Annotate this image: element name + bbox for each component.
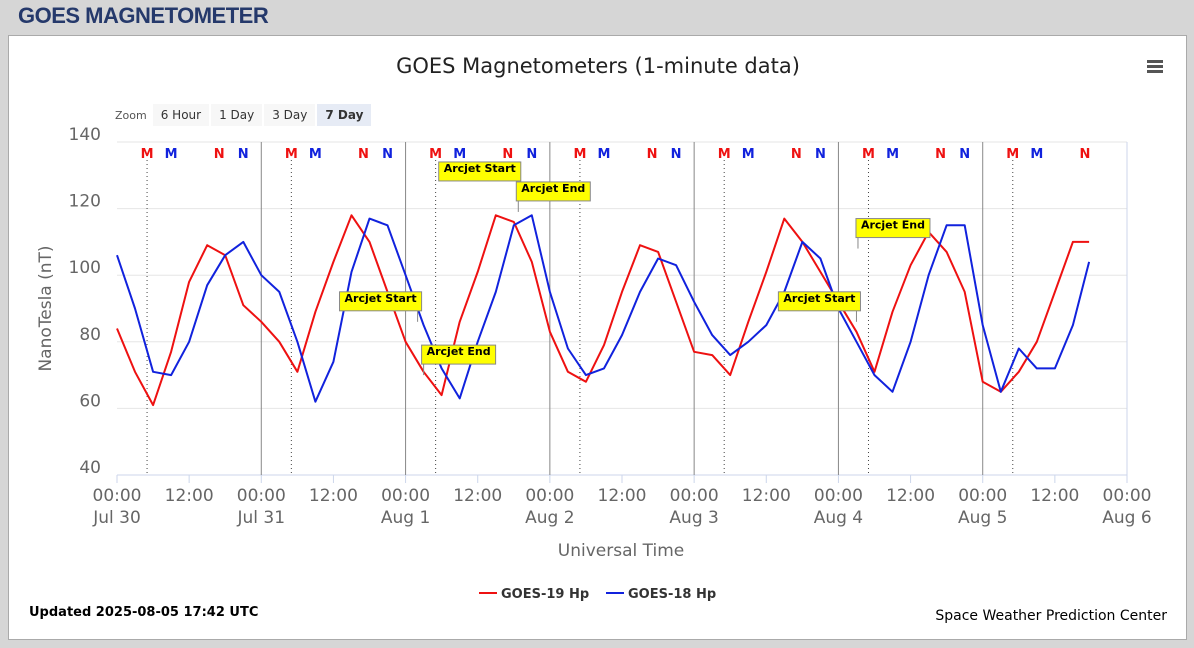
annotation-box	[438, 161, 522, 182]
annotation-box	[421, 344, 497, 365]
annotation-label: Arcjet End	[861, 219, 925, 232]
x-tick-label: 00:00	[958, 486, 1007, 506]
marker-label: N	[815, 147, 826, 162]
marker-label: N	[671, 147, 682, 162]
x-axis-title: Universal Time	[558, 541, 684, 561]
x-tick-date: Aug 4	[814, 508, 863, 528]
marker-label: N	[526, 147, 537, 162]
y-axis-title: NanoTesla (nT)	[36, 245, 56, 371]
annotation-label: Arcjet End	[521, 182, 585, 195]
marker-label: M	[165, 147, 178, 162]
annotation-box	[855, 218, 931, 239]
annotation-label: Arcjet Start	[444, 162, 516, 175]
marker-label: M	[597, 147, 610, 162]
chart-title: GOES Magnetometers (1-minute data)	[396, 54, 800, 78]
y-tick-label: 120	[69, 192, 101, 212]
marker-label: M	[453, 147, 466, 162]
zoom-label: Zoom	[115, 108, 147, 122]
zoom-bar: Zoom 6 Hour 1 Day 3 Day 7 Day	[115, 104, 373, 126]
chart-panel: GOES Magnetometers (1-minute data) 40 60 80…	[8, 35, 1187, 640]
x-tick-label: 12:00	[598, 486, 647, 506]
marker-label: M	[285, 147, 298, 162]
annotation-box	[777, 291, 861, 312]
x-tick-label: 12:00	[1030, 486, 1079, 506]
x-tick-date: Aug 1	[381, 508, 430, 528]
annotation-label: Arcjet End	[427, 345, 491, 358]
marker-label: N	[647, 147, 658, 162]
marker-label: N	[935, 147, 946, 162]
x-tick-date: Aug 5	[958, 508, 1007, 528]
y-tick-label: 80	[79, 325, 101, 345]
marker-label: M	[429, 147, 442, 162]
x-tick-label: 00:00	[814, 486, 863, 506]
y-tick-label: 140	[69, 125, 101, 145]
annotation: Arcjet Start	[438, 161, 522, 192]
menu-button[interactable]	[1147, 60, 1163, 74]
annotation: Arcjet End	[855, 218, 931, 249]
annotation-box	[515, 181, 591, 202]
chart: GOES Magnetometers (1-minute data) 40 60 80…	[29, 54, 1167, 624]
x-tick-label: 12:00	[165, 486, 214, 506]
x-tick-label: 12:00	[742, 486, 791, 506]
x-tick-date: Jul 31	[237, 508, 286, 528]
zoom-button[interactable]: 6 Hour	[152, 104, 210, 126]
y-tick-label: 40	[79, 458, 101, 478]
annotation: Arcjet End	[421, 344, 497, 376]
x-tick-label: 00:00	[525, 486, 574, 506]
x-tick-label: 00:00	[381, 486, 430, 506]
x-tick-label: 00:00	[237, 486, 286, 506]
x-tick-label: 00:00	[93, 486, 142, 506]
zoom-button[interactable]: 3 Day	[264, 104, 316, 126]
marker-label: N	[502, 147, 513, 162]
marker-label: M	[309, 147, 322, 162]
marker-label: M	[718, 147, 731, 162]
marker-label: N	[382, 147, 393, 162]
marker-label: M	[1006, 147, 1019, 162]
marker-label: M	[141, 147, 154, 162]
marker-label: N	[238, 147, 249, 162]
series-line	[116, 214, 1091, 403]
x-tick-label: 12:00	[453, 486, 502, 506]
annotation: Arcjet Start	[777, 291, 861, 322]
legend-label: GOES-18 Hp	[628, 587, 716, 602]
series-line	[116, 214, 1090, 407]
x-tick-date: Aug 3	[669, 508, 718, 528]
credit: Space Weather Prediction Center	[935, 608, 1167, 624]
annotation: Arcjet Start	[339, 291, 423, 322]
x-tick-label: 12:00	[309, 486, 358, 506]
x-tick-label: 00:00	[1103, 486, 1152, 506]
annotation-label: Arcjet Start	[345, 292, 417, 305]
marker-label: M	[886, 147, 899, 162]
marker-label: N	[791, 147, 802, 162]
marker-label: M	[1030, 147, 1043, 162]
x-tick-date: Aug 2	[525, 508, 574, 528]
marker-label: N	[959, 147, 970, 162]
zoom-button[interactable]: 1 Day	[211, 104, 263, 126]
x-tick-date: Aug 6	[1102, 508, 1151, 528]
x-tick-date: Jul 30	[92, 508, 141, 528]
marker-label: M	[862, 147, 875, 162]
updated-note: Updated 2025-08-05 17:42 UTC	[29, 605, 258, 620]
marker-label: M	[742, 147, 755, 162]
x-tick-label: 00:00	[670, 486, 719, 506]
y-tick-label: 100	[69, 258, 101, 278]
annotation-box	[339, 291, 423, 312]
marker-label: N	[1079, 147, 1090, 162]
page-title: GOES MAGNETOMETER	[18, 3, 269, 28]
marker-label: M	[573, 147, 586, 162]
y-tick-label: 60	[79, 391, 101, 411]
marker-label: N	[214, 147, 225, 162]
annotation-label: Arcjet Start	[783, 292, 855, 305]
legend-label: GOES-19 Hp	[501, 587, 589, 602]
marker-label: N	[358, 147, 369, 162]
x-tick-label: 12:00	[886, 486, 935, 506]
zoom-button[interactable]: 7 Day	[317, 104, 372, 126]
annotation: Arcjet End	[515, 181, 591, 212]
